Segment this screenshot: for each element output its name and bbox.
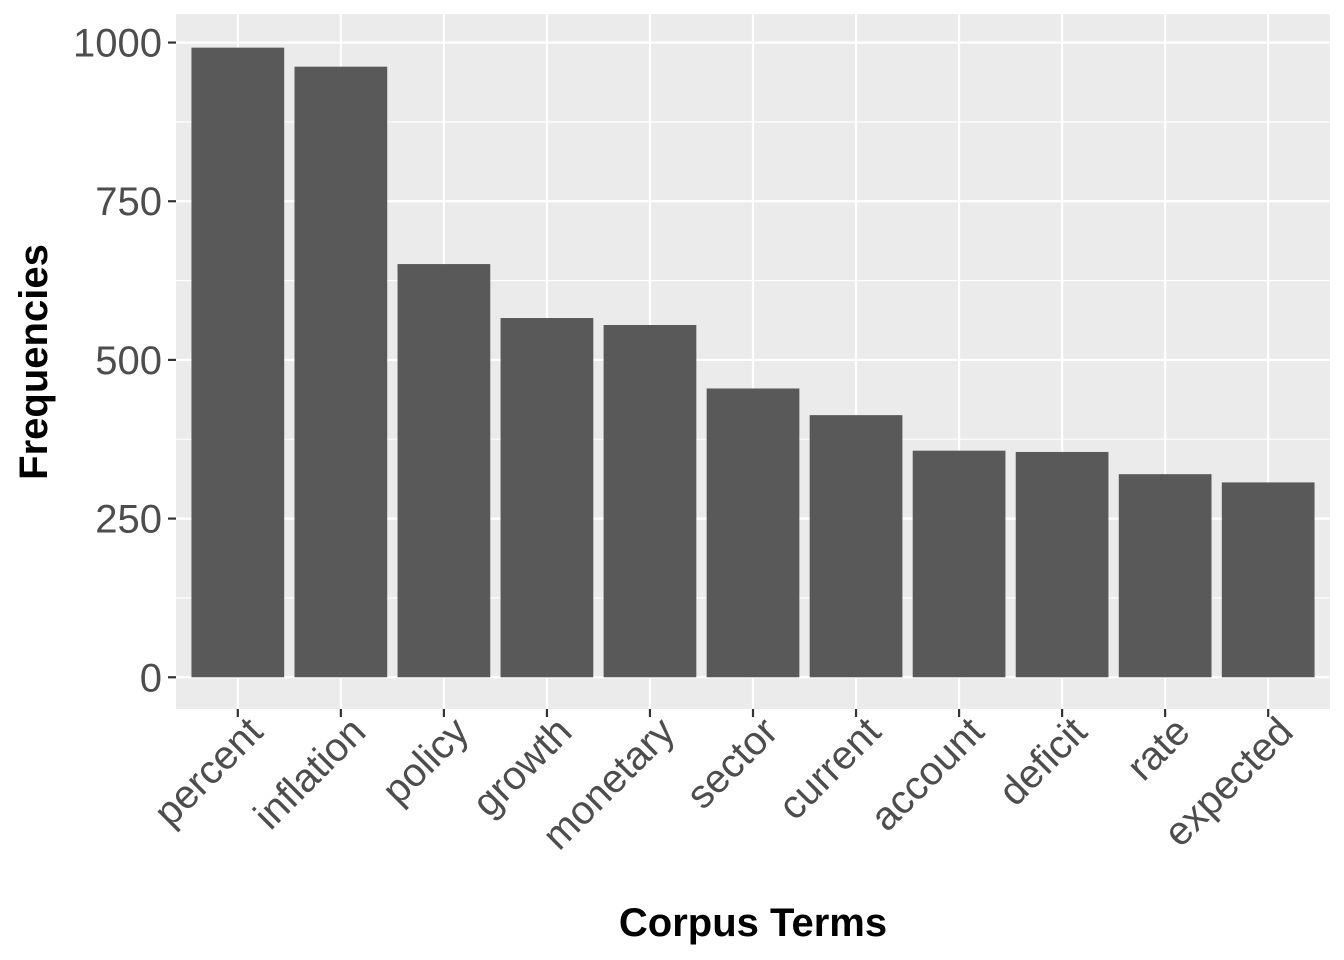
- bar-policy: [397, 264, 491, 678]
- y-tick-label: 1000: [73, 22, 162, 66]
- bar-deficit: [1015, 451, 1109, 678]
- x-axis-title: Corpus Terms: [619, 901, 887, 945]
- bar-monetary: [603, 325, 697, 678]
- x-tick-label: percent: [146, 709, 271, 834]
- bar-sector: [706, 388, 800, 678]
- y-tick-label: 0: [140, 656, 162, 700]
- y-tick-label: 500: [95, 339, 162, 383]
- bar-growth: [500, 318, 594, 678]
- x-tick-label: deficit: [990, 709, 1095, 814]
- x-tick-label: inflation: [246, 709, 375, 838]
- y-tick-label: 750: [95, 180, 162, 224]
- x-tick-label: sector: [678, 709, 786, 817]
- bar-expected: [1221, 482, 1315, 678]
- x-tick-label: rate: [1119, 709, 1199, 789]
- bar-rate: [1118, 474, 1212, 678]
- x-tick-label: account: [862, 709, 992, 839]
- bar-account: [912, 450, 1006, 678]
- bar-inflation: [294, 66, 388, 678]
- bars: [191, 47, 1315, 678]
- bar-current: [809, 415, 903, 678]
- y-axis: 0 250 500 750 1000: [73, 22, 176, 700]
- y-tick-label: 250: [95, 498, 162, 542]
- bar-percent: [191, 47, 285, 678]
- y-axis-title: Frequencies: [12, 244, 56, 480]
- x-tick-label: policy: [374, 709, 477, 812]
